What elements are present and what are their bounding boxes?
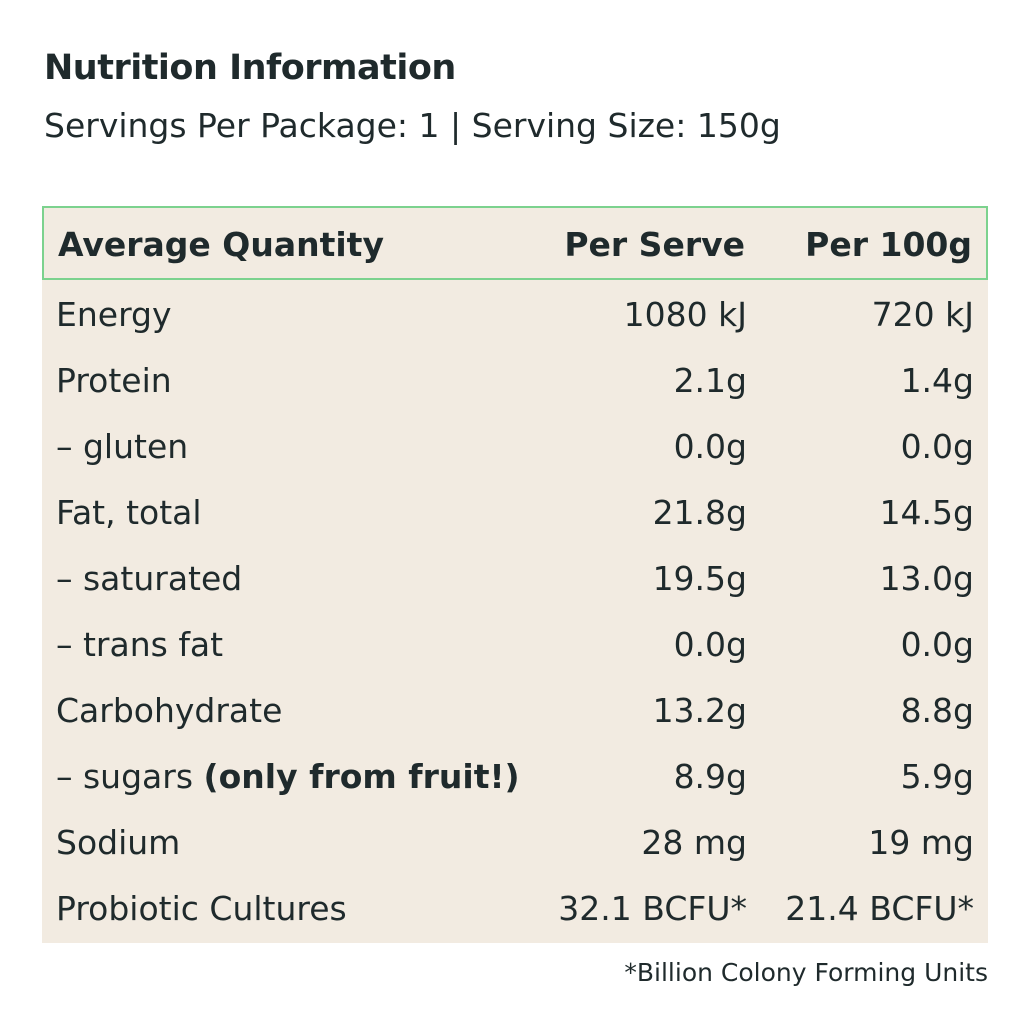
per-serve-value: 21.8g xyxy=(652,493,747,532)
table-row: – sugars (only from fruit!) 8.9g 5.9g xyxy=(42,744,988,810)
header-per-serve: Per Serve xyxy=(564,225,745,264)
per-serve-value: 8.9g xyxy=(673,757,747,796)
per-100g-value: 5.9g xyxy=(900,757,974,796)
nutrition-table: Average Quantity Per Serve Per 100g Ener… xyxy=(42,206,988,943)
table-row: – saturated 19.5g 13.0g xyxy=(42,546,988,612)
nutrient-name: – sugars (only from fruit!) xyxy=(56,757,520,796)
per-100g-value: 1.4g xyxy=(900,361,974,400)
per-serve-value: 0.0g xyxy=(673,427,747,466)
table-row: Fat, total 21.8g 14.5g xyxy=(42,480,988,546)
per-serve-value: 0.0g xyxy=(673,625,747,664)
nutrient-name: Protein xyxy=(56,361,172,400)
nutrient-name: Fat, total xyxy=(56,493,202,532)
page-title: Nutrition Information xyxy=(44,48,456,88)
nutrient-name: Sodium xyxy=(56,823,181,862)
per-serve-value: 32.1 BCFU* xyxy=(558,889,747,928)
per-100g-value: 19 mg xyxy=(868,823,974,862)
per-100g-value: 14.5g xyxy=(879,493,974,532)
per-100g-value: 8.8g xyxy=(900,691,974,730)
per-100g-value: 720 kJ xyxy=(871,295,974,334)
per-100g-value: 0.0g xyxy=(900,625,974,664)
table-row: Protein 2.1g 1.4g xyxy=(42,348,988,414)
sugars-note: (only from fruit!) xyxy=(203,757,520,796)
per-100g-value: 21.4 BCFU* xyxy=(785,889,974,928)
nutrient-name: Probiotic Cultures xyxy=(56,889,347,928)
per-serve-value: 1080 kJ xyxy=(623,295,747,334)
nutrient-name: – gluten xyxy=(56,427,189,466)
table-row: Carbohydrate 13.2g 8.8g xyxy=(42,678,988,744)
table-header-row: Average Quantity Per Serve Per 100g xyxy=(42,206,988,280)
footnote: *Billion Colony Forming Units xyxy=(624,958,988,987)
table-row: – trans fat 0.0g 0.0g xyxy=(42,612,988,678)
per-serve-value: 13.2g xyxy=(652,691,747,730)
per-100g-value: 0.0g xyxy=(900,427,974,466)
per-serve-value: 2.1g xyxy=(673,361,747,400)
table-row: Sodium 28 mg 19 mg xyxy=(42,810,988,876)
per-serve-value: 28 mg xyxy=(641,823,747,862)
nutrient-name: Energy xyxy=(56,295,172,334)
nutrient-name: Carbohydrate xyxy=(56,691,283,730)
header-per-100g: Per 100g xyxy=(805,225,972,264)
per-100g-value: 13.0g xyxy=(879,559,974,598)
nutrient-name: – saturated xyxy=(56,559,243,598)
header-average-quantity: Average Quantity xyxy=(58,225,384,264)
table-row: Energy 1080 kJ 720 kJ xyxy=(42,282,988,348)
serving-info: Servings Per Package: 1 | Serving Size: … xyxy=(44,106,781,145)
table-row: – gluten 0.0g 0.0g xyxy=(42,414,988,480)
nutrient-name: – trans fat xyxy=(56,625,224,664)
table-row: Probiotic Cultures 32.1 BCFU* 21.4 BCFU* xyxy=(42,876,988,942)
per-serve-value: 19.5g xyxy=(652,559,747,598)
